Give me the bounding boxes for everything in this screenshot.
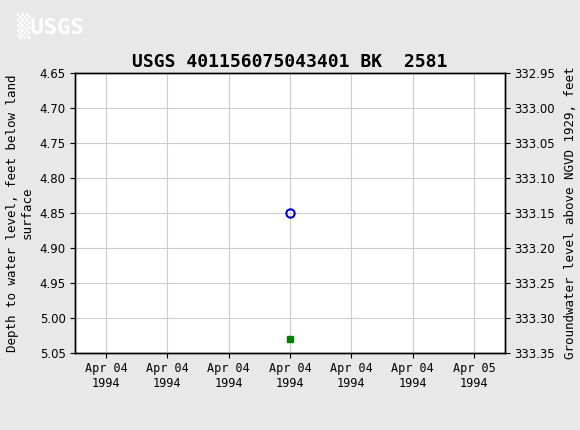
Y-axis label: Depth to water level, feet below land
surface: Depth to water level, feet below land su… bbox=[6, 74, 34, 352]
Y-axis label: Groundwater level above NGVD 1929, feet: Groundwater level above NGVD 1929, feet bbox=[564, 67, 577, 359]
Text: USGS 401156075043401 BK  2581: USGS 401156075043401 BK 2581 bbox=[132, 53, 448, 71]
Text: ▒USGS: ▒USGS bbox=[17, 13, 84, 39]
